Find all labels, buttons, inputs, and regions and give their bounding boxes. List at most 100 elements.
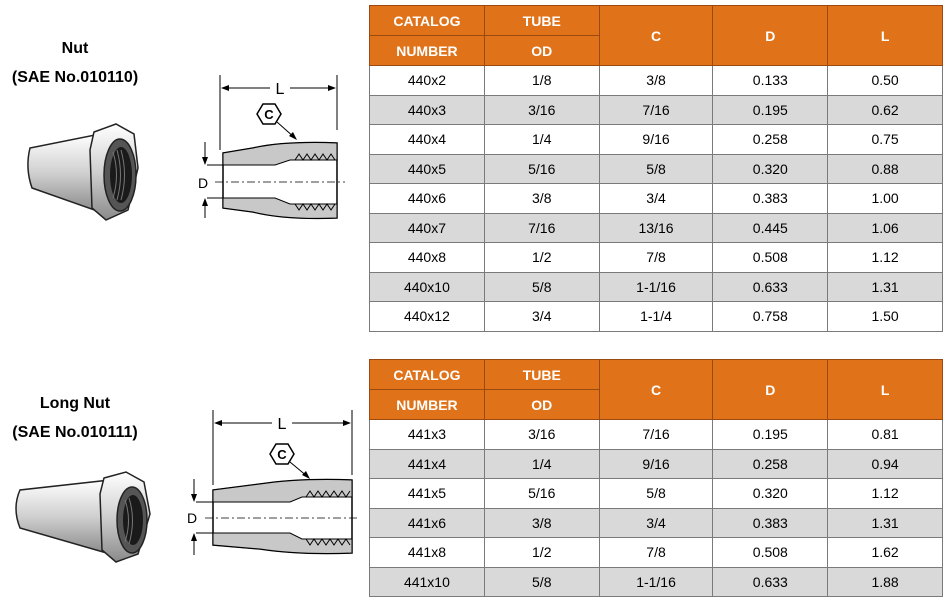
cell-l: 0.94 — [827, 448, 943, 479]
header-d: D — [712, 5, 829, 66]
cell-catalog: 440x4 — [369, 124, 485, 155]
table-row: 440x12 3/4 1-1/4 0.758 1.50 — [369, 301, 943, 332]
header-d: D — [712, 359, 829, 420]
cell-l: 0.62 — [827, 94, 943, 125]
nut-image — [27, 123, 139, 221]
cell-l: 0.88 — [827, 153, 943, 184]
cell-l: 1.12 — [827, 478, 943, 509]
header-catalog: CATALOG — [369, 5, 485, 36]
cell-catalog: 441x4 — [369, 448, 485, 479]
long-nut-table-body: 441x3 3/16 7/16 0.195 0.81 441x4 1/4 9/16 0.258… — [369, 419, 943, 597]
nut-dim-c: C — [264, 107, 274, 122]
long-nut-title-sae: (SAE No.010111) — [12, 424, 138, 441]
cell-catalog: 440x12 — [369, 301, 485, 332]
nut-title: Nut (SAE No.010110) — [0, 34, 150, 92]
cell-c: 3/4 — [598, 507, 714, 538]
header-number: NUMBER — [369, 389, 485, 420]
header-catalog: CATALOG — [369, 359, 485, 390]
cell-c: 13/16 — [598, 212, 714, 243]
cell-d: 0.195 — [712, 419, 829, 450]
long-nut-image — [15, 471, 151, 563]
cell-c: 1-1/16 — [598, 566, 714, 597]
cell-d: 0.383 — [712, 183, 829, 214]
cell-c: 1-1/16 — [598, 271, 714, 302]
cell-tube-od: 1/8 — [483, 65, 600, 96]
long-nut-spec-table: CATALOG TUBE C D L NUMBER OD 441x3 3/16 7/… — [369, 359, 943, 597]
cell-catalog: 441x6 — [369, 507, 485, 538]
cell-tube-od: 7/16 — [483, 212, 600, 243]
header-row: CATALOG TUBE C D L — [369, 359, 943, 420]
table-row: 440x6 3/8 3/4 0.383 1.00 — [369, 183, 943, 214]
table-row: 441x10 5/8 1-1/16 0.633 1.88 — [369, 566, 943, 597]
cell-tube-od: 3/16 — [483, 419, 600, 450]
header-od: OD — [483, 389, 600, 420]
header-c: C — [598, 359, 714, 420]
cell-tube-od: 1/4 — [483, 448, 600, 479]
cell-tube-od: 1/4 — [483, 124, 600, 155]
cell-catalog: 440x3 — [369, 94, 485, 125]
nut-title-sae: (SAE No.010110) — [11, 69, 139, 86]
cell-d: 0.133 — [712, 65, 829, 96]
cell-d: 0.320 — [712, 153, 829, 184]
cell-c: 9/16 — [598, 448, 714, 479]
cell-l: 1.31 — [827, 271, 943, 302]
long-nut-dim-c: C — [277, 447, 287, 462]
table-row: 441x3 3/16 7/16 0.195 0.81 — [369, 419, 943, 450]
cell-c: 5/8 — [598, 478, 714, 509]
cell-l: 0.50 — [827, 65, 943, 96]
cell-d: 0.258 — [712, 448, 829, 479]
header-c: C — [598, 5, 714, 66]
cell-tube-od: 5/16 — [483, 478, 600, 509]
cell-c: 5/8 — [598, 153, 714, 184]
cell-tube-od: 5/8 — [483, 566, 600, 597]
table-row: 440x10 5/8 1-1/16 0.633 1.31 — [369, 271, 943, 302]
cell-c: 1-1/4 — [598, 301, 714, 332]
header-row: CATALOG TUBE C D L — [369, 5, 943, 66]
long-nut-dim-d: D — [187, 510, 197, 526]
table-row: 440x7 7/16 13/16 0.445 1.06 — [369, 212, 943, 243]
cell-d: 0.758 — [712, 301, 829, 332]
cell-d: 0.633 — [712, 566, 829, 597]
nut-dim-d: D — [198, 175, 208, 191]
cell-l: 1.31 — [827, 507, 943, 538]
cell-l: 0.75 — [827, 124, 943, 155]
cell-l: 1.00 — [827, 183, 943, 214]
cell-d: 0.508 — [712, 537, 829, 568]
cell-c: 9/16 — [598, 124, 714, 155]
header-l: L — [827, 359, 943, 420]
cell-catalog: 440x5 — [369, 153, 485, 184]
nut-diagram: L C D — [198, 75, 345, 220]
cell-l: 1.06 — [827, 212, 943, 243]
long-nut-diagram: L C D — [187, 410, 358, 555]
header-row: NUMBER OD — [369, 35, 943, 66]
cell-d: 0.508 — [712, 242, 829, 273]
table-row: 441x4 1/4 9/16 0.258 0.94 — [369, 448, 943, 479]
table-row: 441x6 3/8 3/4 0.383 1.31 — [369, 507, 943, 538]
long-nut-dim-l: L — [278, 416, 287, 433]
long-nut-title-name: Long Nut — [39, 395, 111, 412]
header-od: OD — [483, 35, 600, 66]
cell-tube-od: 3/8 — [483, 507, 600, 538]
cell-tube-od: 1/2 — [483, 242, 600, 273]
cell-tube-od: 3/16 — [483, 94, 600, 125]
table-row: 440x5 5/16 5/8 0.320 0.88 — [369, 153, 943, 184]
cell-catalog: 440x6 — [369, 183, 485, 214]
header-number: NUMBER — [369, 35, 485, 66]
nut-dim-l: L — [276, 81, 285, 98]
cell-catalog: 441x10 — [369, 566, 485, 597]
cell-d: 0.195 — [712, 94, 829, 125]
cell-d: 0.258 — [712, 124, 829, 155]
cell-catalog: 440x2 — [369, 65, 485, 96]
nut-spec-table: CATALOG TUBE C D L NUMBER OD 440x2 1/8 3/8… — [369, 5, 943, 332]
table-row: 440x8 1/2 7/8 0.508 1.12 — [369, 242, 943, 273]
table-row: 440x4 1/4 9/16 0.258 0.75 — [369, 124, 943, 155]
cell-catalog: 441x8 — [369, 537, 485, 568]
cell-catalog: 440x8 — [369, 242, 485, 273]
header-l: L — [827, 5, 943, 66]
header-row: NUMBER OD — [369, 389, 943, 420]
table-row: 441x8 1/2 7/8 0.508 1.62 — [369, 537, 943, 568]
cell-tube-od: 3/4 — [483, 301, 600, 332]
cell-d: 0.383 — [712, 507, 829, 538]
cell-catalog: 441x5 — [369, 478, 485, 509]
nut-table-body: 440x2 1/8 3/8 0.133 0.50 440x3 3/16 7/16 0.195 0… — [369, 65, 943, 332]
